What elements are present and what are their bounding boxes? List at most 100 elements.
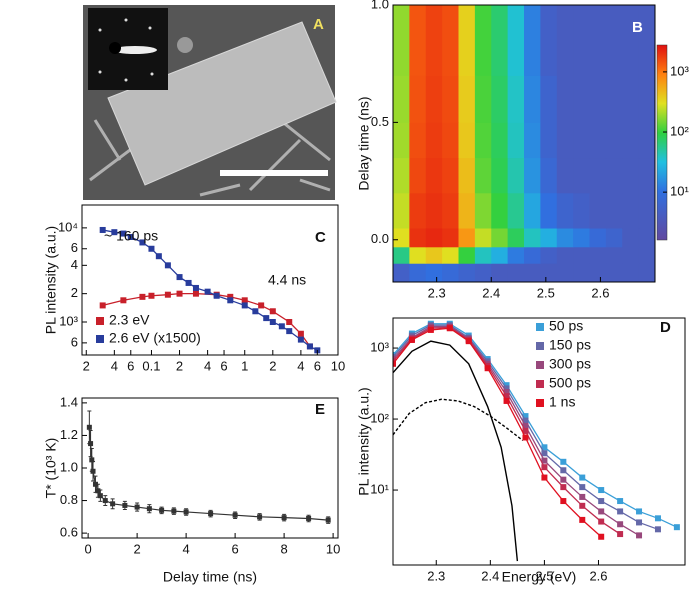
heat-cell <box>393 263 410 282</box>
data-point <box>579 516 586 523</box>
heat-cell <box>589 75 607 123</box>
colorbar <box>656 44 668 241</box>
data-point <box>598 508 605 515</box>
x-tick-label: 2.3 <box>427 568 445 583</box>
heat-cell <box>605 192 623 229</box>
heat-cell <box>425 122 443 159</box>
x-tick-label: 2.6 <box>589 568 607 583</box>
data-point <box>99 226 106 233</box>
y-tick-label: 0.5 <box>371 114 389 129</box>
heat-cell <box>556 192 574 229</box>
data-point <box>139 293 146 300</box>
plot-frame <box>81 204 339 356</box>
heat-cell <box>491 75 509 123</box>
y-tick-label: 1.0 <box>371 0 389 11</box>
heat-cell <box>622 5 640 76</box>
data-point <box>560 467 567 474</box>
y-axis-label: PL intensity (a.u.) <box>356 387 372 495</box>
data-point <box>213 292 220 299</box>
data-point <box>127 233 134 240</box>
heat-cell <box>507 75 525 123</box>
legend-label: 2.6 eV (x1500) <box>109 330 201 346</box>
heat-cell <box>573 263 590 282</box>
data-point <box>636 519 643 526</box>
heat-cell <box>491 122 509 159</box>
legend-swatch <box>536 323 544 331</box>
heat-cell <box>638 157 655 194</box>
panel-label: D <box>660 319 671 336</box>
data-point <box>86 424 92 430</box>
x-tick-label: 2.6 <box>591 285 609 300</box>
data-point <box>465 338 472 345</box>
x-tick-label: 4 <box>204 358 211 373</box>
data-point <box>297 336 304 343</box>
data-point <box>617 498 624 505</box>
heat-cell <box>393 122 410 159</box>
heat-cell <box>589 228 607 248</box>
legend-label: 500 ps <box>549 375 591 391</box>
data-point <box>110 501 116 507</box>
data-point <box>90 468 96 474</box>
heat-cell <box>458 122 476 159</box>
x-tick-label: 4 <box>182 541 189 556</box>
heat-cell <box>540 157 558 194</box>
y-tick-label: 1.2 <box>60 427 78 442</box>
heat-cell <box>589 192 607 229</box>
data-point <box>208 511 214 517</box>
data-point <box>541 457 548 464</box>
plot-area <box>393 320 680 562</box>
heat-cell <box>638 75 655 123</box>
heat-cell <box>622 157 640 194</box>
heat-cell <box>540 75 558 123</box>
legend-label: 2.3 eV <box>109 312 150 328</box>
heat-cell <box>638 122 655 159</box>
legend-swatch <box>96 317 104 325</box>
heat-cell <box>425 157 443 194</box>
data-point <box>636 508 643 515</box>
heat-cell <box>605 157 623 194</box>
heat-cell <box>524 157 541 194</box>
x-tick-label: 2.3 <box>428 285 446 300</box>
heat-cell <box>409 5 427 76</box>
heat-cell <box>409 192 427 229</box>
y-tick-label: 10² <box>370 410 389 425</box>
y-tick-label: 6 <box>71 240 78 255</box>
data-point <box>159 507 165 513</box>
heat-cell <box>573 246 590 264</box>
heat-cell <box>556 228 574 248</box>
heat-cell <box>638 263 655 282</box>
y-tick-label: 4 <box>71 257 78 272</box>
data-point <box>95 488 101 494</box>
x-tick-label: 2 <box>83 358 90 373</box>
heat-cell <box>638 246 655 264</box>
y-axis-label: Delay time (ns) <box>356 96 372 190</box>
data-point <box>146 506 152 512</box>
data-point <box>598 498 605 505</box>
data-point <box>598 533 605 540</box>
heat-cell <box>393 192 410 229</box>
data-point <box>427 326 434 333</box>
heat-cell <box>524 75 541 123</box>
heat-cell <box>573 157 590 194</box>
x-tick-label: 0 <box>85 541 92 556</box>
data-point <box>155 253 162 260</box>
heat-cell <box>540 122 558 159</box>
data-point <box>241 297 248 304</box>
heat-cell <box>573 5 590 76</box>
fit-line <box>393 323 678 528</box>
heat-cell <box>474 263 492 282</box>
y-tick-label: 0.8 <box>60 492 78 507</box>
heat-cell <box>524 246 541 264</box>
x-axis-label: Delay time (ns) <box>163 569 257 585</box>
data-point <box>88 441 94 447</box>
colorbar-tick-label: 10² <box>670 123 689 138</box>
annotation: 4.4 ns <box>268 272 306 288</box>
heat-cell <box>409 75 427 123</box>
data-point <box>241 302 248 309</box>
y-tick-label: 0.6 <box>60 525 78 540</box>
heat-cell <box>622 246 640 264</box>
data-point <box>503 389 510 396</box>
legend-label: 150 ps <box>549 337 591 353</box>
y-tick-label: 1.4 <box>60 394 78 409</box>
